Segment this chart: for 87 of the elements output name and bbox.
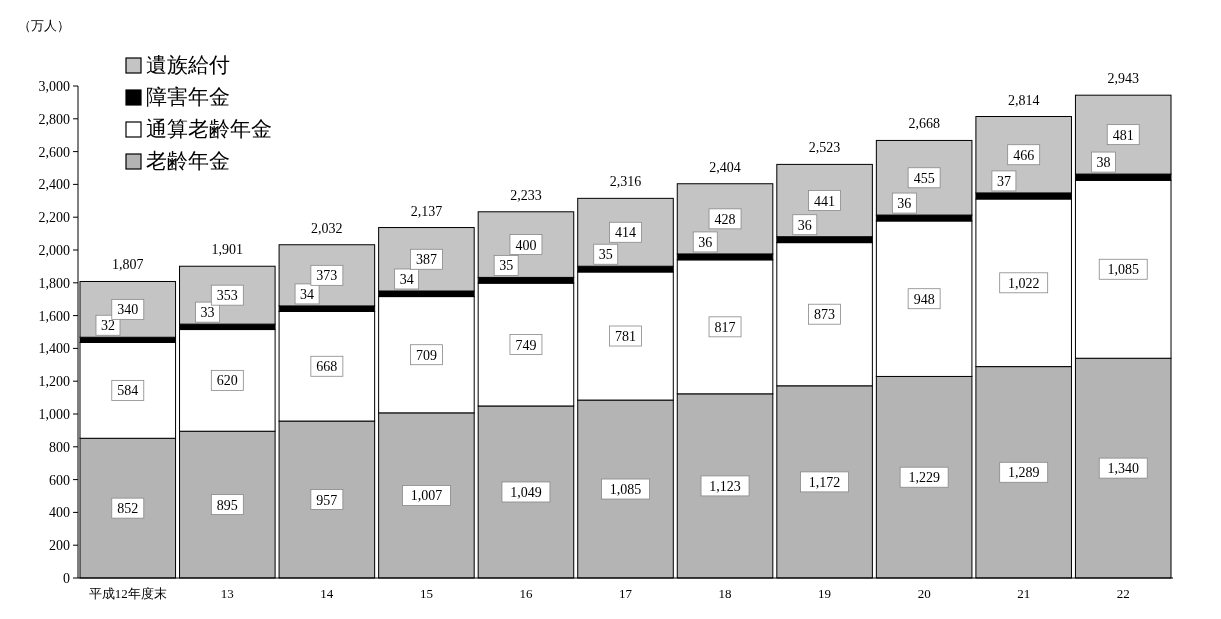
- y-tick-label: 1,400: [38, 341, 70, 357]
- data-label: 481: [1112, 127, 1134, 143]
- x-tick-label: 13: [220, 586, 234, 601]
- x-tick-label: 16: [519, 586, 533, 601]
- data-label: 35: [598, 247, 613, 263]
- data-label: 455: [913, 170, 935, 186]
- y-axis-title: （万人）: [18, 18, 70, 33]
- data-label: 1,049: [510, 484, 542, 500]
- x-tick-label: 20: [917, 586, 931, 601]
- data-label: 1,007: [410, 488, 443, 504]
- y-tick-label: 2,400: [38, 177, 70, 193]
- data-label: 35: [499, 258, 514, 274]
- data-label: 709: [415, 347, 437, 363]
- total-label: 2,814: [1007, 92, 1040, 108]
- data-label: 428: [714, 211, 736, 227]
- total-label: 1,901: [211, 242, 244, 258]
- y-tick-label: 200: [49, 538, 70, 554]
- data-label: 1,085: [1107, 262, 1139, 278]
- data-label: 1,085: [609, 482, 642, 498]
- x-tick-label: 18: [718, 586, 732, 601]
- data-label: 36: [897, 196, 912, 212]
- y-tick-label: 1,200: [38, 374, 70, 390]
- data-label: 373: [316, 268, 338, 284]
- total-label: 2,316: [609, 174, 642, 190]
- data-label: 668: [316, 359, 338, 375]
- data-label: 1,123: [709, 478, 741, 494]
- x-tick-label: 15: [419, 586, 433, 601]
- data-label: 441: [814, 193, 836, 209]
- data-label: 34: [300, 286, 315, 302]
- y-tick-label: 1,600: [38, 308, 70, 324]
- y-tick-label: 2,200: [38, 210, 70, 226]
- total-label: 2,032: [311, 220, 343, 236]
- data-label: 749: [515, 337, 537, 353]
- total-label: 2,523: [808, 140, 841, 156]
- data-label: 32: [100, 318, 115, 334]
- data-label: 817: [714, 319, 736, 335]
- x-tick-label: 19: [818, 586, 832, 601]
- data-label: 400: [515, 237, 537, 253]
- total-label: 2,668: [908, 116, 940, 132]
- data-label: 1,172: [808, 474, 841, 490]
- data-label: 620: [216, 373, 238, 389]
- data-label: 387: [415, 252, 437, 268]
- data-label: 36: [698, 234, 713, 250]
- data-label: 33: [200, 305, 215, 321]
- x-tick-label: 14: [320, 586, 334, 601]
- x-tick-label: 17: [619, 586, 633, 601]
- y-tick-label: 3,000: [38, 79, 70, 94]
- data-label: 584: [117, 383, 139, 399]
- data-label: 957: [316, 492, 338, 508]
- data-label: 34: [399, 272, 414, 287]
- data-label: 38: [1096, 155, 1111, 171]
- y-tick-label: 2,600: [38, 144, 70, 160]
- y-tick-label: 600: [49, 472, 70, 488]
- data-label: 895: [216, 497, 238, 513]
- data-label: 466: [1013, 147, 1035, 163]
- data-label: 1,289: [1007, 465, 1040, 481]
- data-label: 353: [216, 288, 238, 304]
- data-label: 781: [615, 329, 636, 345]
- y-tick-label: 0: [63, 571, 70, 586]
- legend-label: 遺族給付: [146, 53, 230, 77]
- legend-label: 障害年金: [146, 85, 230, 109]
- data-label: 37: [996, 173, 1011, 189]
- y-tick-label: 1,800: [38, 275, 70, 291]
- y-tick-label: 2,800: [38, 111, 70, 127]
- data-label: 852: [117, 501, 139, 517]
- total-label: 1,807: [112, 257, 144, 273]
- data-label: 340: [117, 302, 139, 318]
- data-label: 1,340: [1107, 461, 1139, 477]
- total-label: 2,233: [510, 187, 542, 203]
- y-tick-label: 800: [49, 439, 70, 455]
- data-label: 948: [913, 291, 935, 307]
- x-tick-label: 平成12年度末: [88, 586, 167, 601]
- x-tick-label: 22: [1116, 586, 1130, 601]
- data-label: 1,229: [908, 470, 940, 486]
- y-tick-label: 1,000: [38, 407, 70, 422]
- y-tick-label: 2,000: [38, 243, 70, 258]
- data-label: 36: [797, 217, 812, 233]
- x-tick-label: 21: [1017, 586, 1031, 601]
- data-label: 1,022: [1007, 275, 1040, 291]
- y-tick-label: 400: [49, 505, 70, 521]
- legend-label: 通算老齢年金: [146, 117, 272, 141]
- total-label: 2,943: [1107, 71, 1139, 87]
- total-label: 2,137: [410, 203, 443, 219]
- data-label: 873: [814, 307, 836, 323]
- legend-label: 老齢年金: [146, 149, 230, 173]
- total-label: 2,404: [709, 159, 741, 175]
- data-label: 414: [615, 225, 636, 241]
